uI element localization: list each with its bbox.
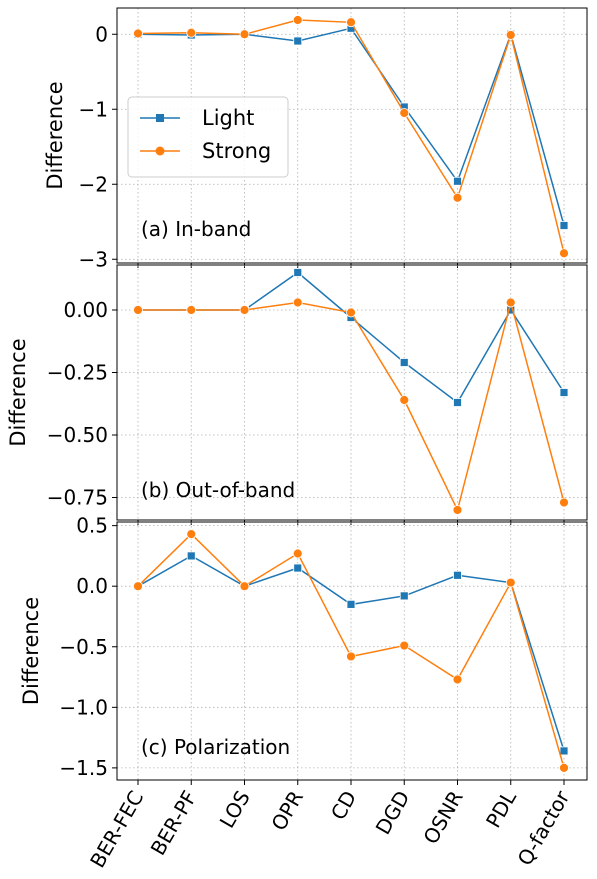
data-point-light <box>399 358 409 367</box>
data-point-strong <box>452 505 463 515</box>
y-axis-title: Difference <box>19 597 43 705</box>
y-tick-label: −0.25 <box>47 361 108 385</box>
panel-label: (c) Polarization <box>141 735 290 759</box>
panel-2: 0.00 −0.25 −0.50 −0.75 Difference (b) Out-of-… <box>6 264 588 525</box>
y-tick-label: −0.5 <box>59 635 108 659</box>
legend-swatch-marker <box>156 114 164 122</box>
y-tick-label: 0 <box>95 22 108 46</box>
x-tick-label: OSNR <box>418 786 467 848</box>
x-tick-label: CD <box>326 787 361 824</box>
x-tick-label: OPR <box>266 786 308 834</box>
data-point-strong <box>505 30 516 40</box>
data-point-light <box>346 599 356 609</box>
y-tick-label: −1 <box>79 97 108 121</box>
data-point-light <box>559 388 569 397</box>
data-point-strong <box>133 305 143 315</box>
data-point-light <box>453 398 462 407</box>
y-tick-label: −1.5 <box>59 756 108 780</box>
y-tick-label: 0.0 <box>76 574 108 598</box>
y-tick-label: −2 <box>79 172 108 196</box>
data-point-strong <box>559 248 569 259</box>
plot-frame <box>116 521 588 781</box>
x-tick-label: DGD <box>371 787 415 839</box>
y-tick-label: −3 <box>79 247 108 271</box>
x-tick-label: LOS <box>215 787 255 833</box>
x-tick-label: PDL <box>481 786 522 832</box>
data-point-light <box>186 551 196 561</box>
data-point-light <box>399 591 409 601</box>
y-tick-label: 0.00 <box>63 298 108 322</box>
legend-label-light: Light <box>202 106 254 130</box>
legend-label-strong: Strong <box>202 139 271 163</box>
data-point-strong <box>186 27 197 38</box>
plot-frame <box>116 264 588 521</box>
data-point-strong <box>186 529 197 540</box>
data-point-strong <box>133 28 143 39</box>
data-point-strong <box>559 762 569 773</box>
data-point-strong <box>505 577 516 588</box>
data-point-strong <box>452 674 463 685</box>
data-point-strong <box>346 651 356 662</box>
panel-1: 0 −1 −2 −3 Difference (a) In-band Light Strong <box>43 7 588 271</box>
x-tick-label: BER-FEC <box>85 787 148 872</box>
y-tick-label: −0.75 <box>47 486 108 510</box>
data-point-light <box>559 746 569 756</box>
data-point-light <box>453 176 462 186</box>
data-point-strong <box>292 548 303 559</box>
data-point-light <box>453 570 462 580</box>
data-point-light <box>293 563 303 573</box>
data-point-strong <box>505 297 516 308</box>
data-point-strong <box>239 305 250 315</box>
data-point-strong <box>452 192 463 203</box>
data-point-strong <box>399 108 410 118</box>
legend-box <box>127 96 289 178</box>
data-point-light <box>293 268 303 277</box>
data-point-strong <box>239 29 250 40</box>
y-axis-title: Difference <box>43 81 67 189</box>
plot-frame <box>116 7 588 264</box>
panel-label: (b) Out-of-band <box>141 478 295 502</box>
data-point-strong <box>346 307 356 318</box>
legend-swatch-marker <box>155 146 165 156</box>
x-tick-label: Q-factor <box>512 786 574 870</box>
data-point-strong <box>346 17 356 28</box>
data-point-strong <box>399 395 410 405</box>
panel-label: (a) In-band <box>141 217 251 241</box>
y-tick-label: −1.0 <box>59 695 108 719</box>
data-point-light <box>559 221 569 230</box>
data-point-strong <box>186 305 197 315</box>
y-tick-label: −0.50 <box>47 423 108 447</box>
y-tick-label: 0.5 <box>76 514 108 538</box>
data-point-strong <box>292 15 303 25</box>
y-axis-title: Difference <box>6 338 30 446</box>
data-point-light <box>293 36 303 46</box>
data-point-strong <box>399 640 410 651</box>
data-point-strong <box>133 581 143 592</box>
data-point-strong <box>559 497 569 508</box>
data-point-strong <box>239 581 250 592</box>
legend: Light Strong <box>127 96 289 178</box>
x-tick-label: BER-PF <box>146 787 202 860</box>
panel-3: 0.5 0.0 −0.5 −1.0 −1.5 Difference (c) Polariza… <box>19 514 588 872</box>
data-point-strong <box>292 297 303 308</box>
